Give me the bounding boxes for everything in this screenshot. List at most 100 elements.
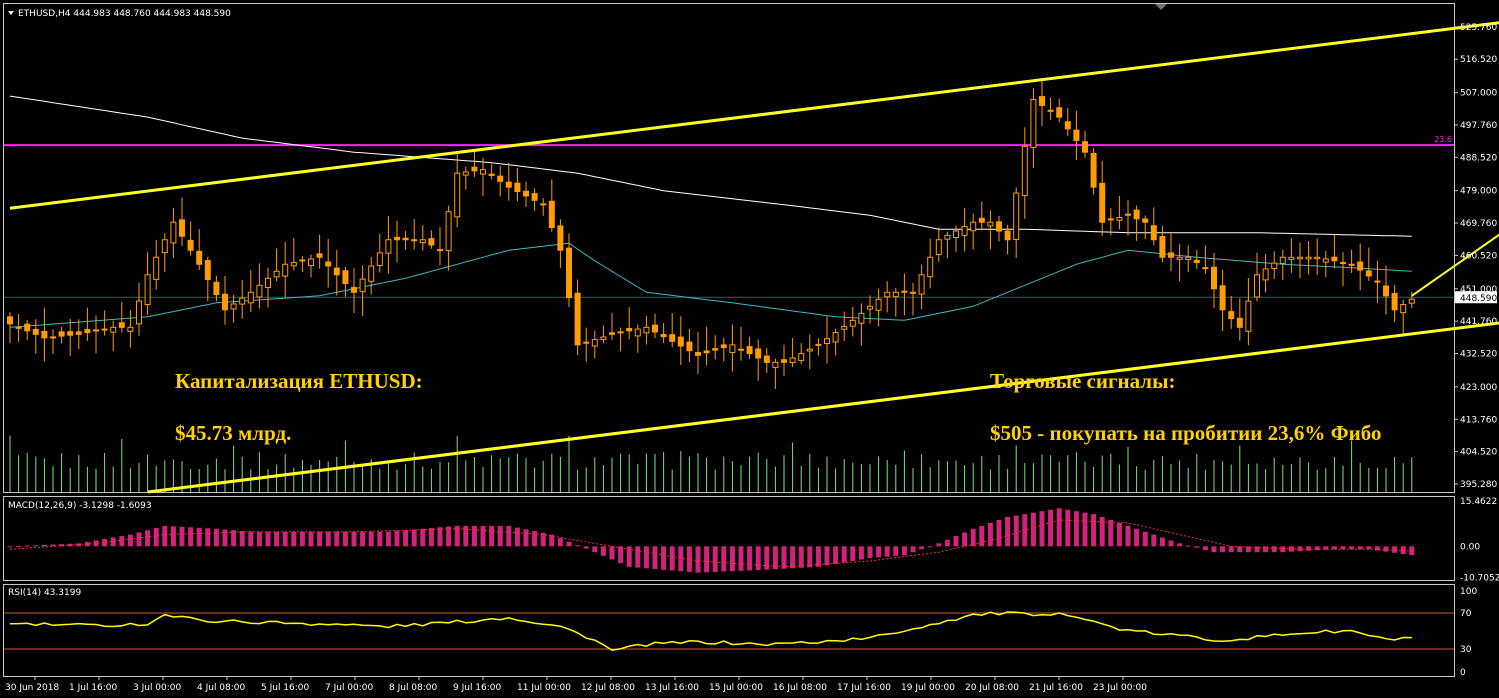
- macd-bar: [506, 525, 512, 547]
- macd-bar: [1185, 545, 1191, 547]
- trend-channel[interactable]: [9, 1, 1499, 494]
- candle-body: [772, 361, 779, 368]
- current-price-label: 448.590: [1460, 294, 1497, 304]
- macd-bar: [480, 525, 486, 547]
- candle-body: [101, 328, 108, 331]
- macd-bar: [1400, 546, 1406, 554]
- candle-body: [832, 332, 839, 343]
- macd-bar: [317, 531, 323, 547]
- macd-bar: [231, 530, 237, 547]
- candle-body: [1107, 218, 1114, 221]
- macd-bar: [626, 546, 632, 567]
- candle-body: [1133, 209, 1140, 220]
- triangle-down-icon[interactable]: [8, 11, 14, 15]
- candle-body: [1305, 256, 1312, 260]
- candle-body: [299, 259, 306, 262]
- macd-bar: [1357, 546, 1363, 550]
- candle-body: [1271, 262, 1278, 269]
- forecast-arrow[interactable]: [1411, 103, 1499, 297]
- macd-bar: [145, 530, 151, 547]
- macd-bar: [1142, 531, 1148, 547]
- macd-bar: [119, 536, 125, 547]
- candle-body: [927, 256, 934, 278]
- macd-bar: [1306, 546, 1312, 551]
- macd-bar: [394, 530, 400, 547]
- candle-body: [1125, 213, 1131, 216]
- candle-body: [50, 336, 56, 339]
- macd-bar: [385, 531, 391, 547]
- candle-body: [1211, 266, 1217, 290]
- macd-bar: [1340, 546, 1346, 550]
- candle-body: [204, 260, 211, 280]
- candle-body: [144, 274, 151, 305]
- macd-tick-label: 0.00: [1460, 542, 1480, 552]
- macd-bar: [944, 539, 950, 547]
- time-tick-label: 15 Jul 00:00: [709, 683, 763, 693]
- price-tick-label: 441.760: [1460, 317, 1497, 327]
- price-tick-label: 423.000: [1460, 383, 1497, 393]
- macd-bar: [1159, 537, 1165, 547]
- macd-bar: [256, 531, 262, 547]
- arrow-shaft[interactable]: [1411, 109, 1499, 297]
- time-tick-label: 5 Jul 16:00: [261, 683, 310, 693]
- macd-bar: [1271, 546, 1277, 553]
- candle-body: [153, 256, 160, 280]
- candle-body: [110, 326, 117, 333]
- candle-body: [1150, 225, 1157, 241]
- macd-bar: [1125, 525, 1131, 547]
- candle-body: [230, 303, 237, 310]
- candle-body: [841, 325, 848, 330]
- chevron-down-icon[interactable]: [1155, 4, 1167, 10]
- macd-bar: [1383, 546, 1389, 552]
- candle-body: [161, 239, 168, 254]
- price-tick-label: 488.520: [1460, 153, 1497, 163]
- price-tick-label: 516.520: [1460, 55, 1497, 65]
- price-tick-label: 404.520: [1460, 448, 1497, 458]
- candle-body: [1193, 259, 1200, 264]
- candle-body: [1262, 268, 1269, 281]
- candle-body: [1383, 285, 1389, 297]
- candle-body: [566, 247, 572, 299]
- candle-body: [1090, 152, 1097, 188]
- rsi-panel-frame: [3, 584, 1455, 677]
- macd-bar: [996, 519, 1002, 547]
- macd-bar: [557, 538, 563, 547]
- candle-body: [359, 278, 366, 293]
- macd-bar: [1323, 546, 1329, 550]
- macd-bar: [196, 527, 202, 547]
- candle-body: [15, 326, 22, 329]
- candle-body: [24, 323, 31, 332]
- macd-tick-label: -10.7052: [1460, 574, 1499, 584]
- candle-body: [118, 322, 125, 328]
- candle-body: [858, 312, 865, 324]
- macd-bar: [1091, 514, 1097, 547]
- macd-bar: [1245, 546, 1251, 553]
- macd-bar: [497, 525, 503, 547]
- candle-body: [1202, 267, 1209, 270]
- candle-body: [540, 203, 547, 206]
- candle-body: [265, 277, 271, 288]
- fibonacci-level: 23.6: [4, 135, 1454, 298]
- macd-bar: [222, 529, 228, 547]
- channel-upper-line[interactable]: [9, 1, 1499, 210]
- time-tick-label: 16 Jul 08:00: [773, 683, 827, 693]
- macd-bar: [893, 546, 899, 556]
- price-tick-label: 395.280: [1460, 480, 1497, 490]
- candle-body: [480, 169, 486, 175]
- candle-body: [1013, 192, 1020, 240]
- macd-bar: [248, 531, 254, 547]
- candle-body: [1297, 256, 1303, 260]
- macd-bar: [127, 534, 133, 547]
- candle-body: [256, 284, 263, 298]
- price-tick-label: 432.520: [1460, 350, 1497, 360]
- candle-body: [712, 348, 719, 351]
- candle-body: [1374, 280, 1381, 283]
- candle-body: [901, 290, 908, 293]
- time-axis: 30 Jun 2018 1 Jul 16:00 3 Jul 00:00 4 Jul 0…: [5, 676, 1147, 693]
- candle-body: [1348, 263, 1355, 266]
- macd-bar: [1048, 509, 1054, 547]
- channel-lower-line[interactable]: [147, 289, 1499, 494]
- macd-tick-label: 15.4622: [1460, 497, 1497, 507]
- candle-body: [557, 225, 564, 251]
